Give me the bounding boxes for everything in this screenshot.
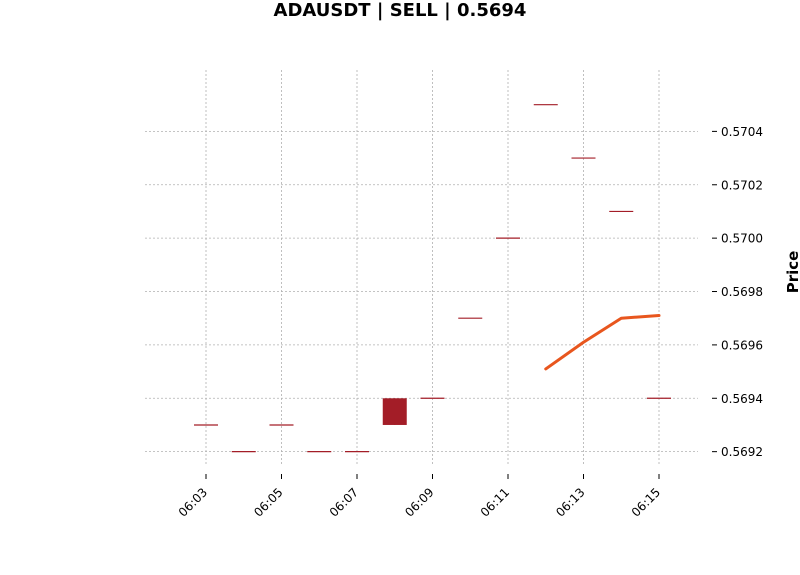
axis-layer: 0.5692 0.5694 0.5696 0.5698 0.5700 0.5702 0.57… — [176, 125, 763, 520]
x-tick-label: 06:11 — [478, 485, 512, 519]
y-tick-label: 0.5702 — [721, 178, 763, 192]
grid-layer — [145, 70, 698, 465]
y-tick-label: 0.5692 — [721, 445, 763, 459]
y-tick-label: 0.5698 — [721, 285, 763, 299]
line-layer — [544, 314, 661, 371]
y-tick-label: 0.5700 — [721, 232, 763, 246]
candle-body — [382, 398, 407, 425]
y-tick-label: 0.5694 — [721, 392, 763, 406]
overlay-line — [544, 314, 661, 371]
y-axis-label: Price — [784, 251, 800, 294]
candle-layer — [194, 104, 671, 453]
candle — [382, 398, 407, 425]
chart-title: ADAUSDT | SELL | 0.5694 — [273, 0, 527, 21]
x-tick-label: 06:13 — [553, 485, 587, 519]
x-tick-label: 06:03 — [176, 485, 210, 519]
x-tick-label: 06:15 — [629, 485, 663, 519]
x-tick-label: 06:09 — [402, 485, 436, 519]
y-tick-label: 0.5704 — [721, 125, 763, 139]
y-tick-label: 0.5696 — [721, 338, 763, 352]
x-tick-label: 06:05 — [251, 485, 285, 519]
x-tick-label: 06:07 — [327, 485, 361, 519]
